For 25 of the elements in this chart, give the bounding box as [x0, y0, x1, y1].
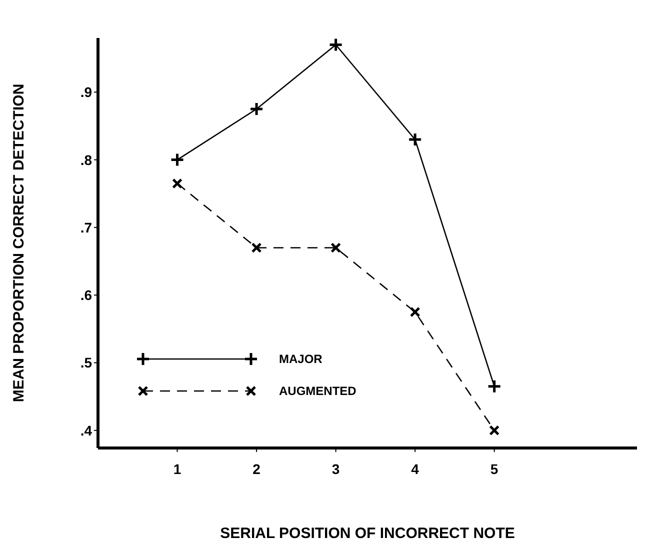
y-tick-label: .7 — [80, 219, 92, 236]
x-tick-label: 1 — [173, 460, 182, 477]
y-tick-label: .6 — [80, 287, 92, 304]
legend-label: AUGMENTED — [279, 384, 356, 398]
point — [172, 178, 183, 189]
point — [408, 132, 422, 147]
point — [170, 152, 185, 168]
point — [410, 306, 420, 318]
point — [489, 425, 500, 436]
y-tick-label: .5 — [80, 354, 92, 371]
y-tick-label: .9 — [80, 84, 92, 100]
x-tick-label: 2 — [252, 460, 261, 477]
point — [328, 38, 344, 52]
x-axis-title: SERIAL POSITION OF INCORRECT NOTE — [220, 525, 515, 542]
y-axis-title: MEAN PROPORTION CORRECT DETECTION — [10, 84, 28, 402]
x-tick-label: 3 — [332, 460, 340, 477]
x-tick-label: 5 — [490, 460, 498, 477]
point — [330, 242, 342, 253]
legend-label: MAJOR — [279, 352, 322, 366]
point — [487, 379, 502, 394]
point — [251, 242, 262, 253]
point — [249, 102, 264, 116]
y-tick-label: .4 — [80, 422, 92, 438]
y-tick-label: .8 — [80, 152, 92, 168]
x-tick-label: 4 — [411, 460, 420, 477]
